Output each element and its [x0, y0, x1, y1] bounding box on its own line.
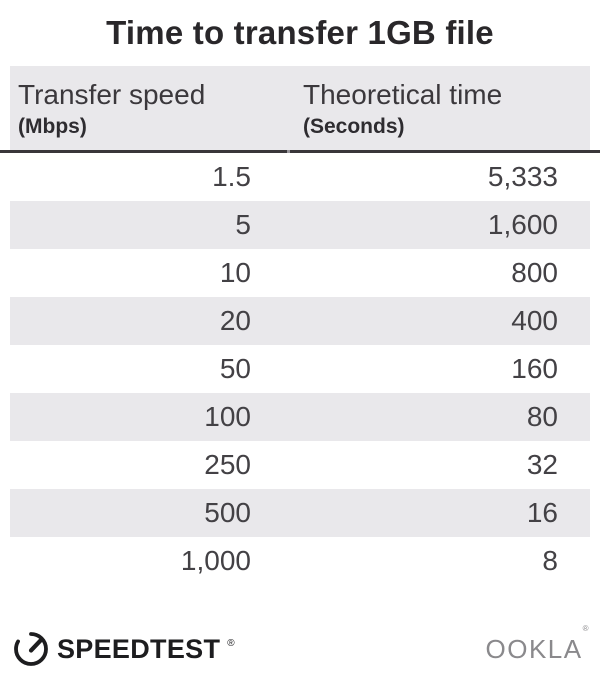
footer: SPEEDTEST ® OOKLA®	[0, 624, 600, 669]
table-body: 1.5 5,333 5 1,600 10 800 20 400 50 160 1…	[10, 153, 590, 585]
column-label: Theoretical time	[303, 79, 503, 110]
table-row: 1,000 8	[10, 537, 590, 585]
speed-cell: 100	[204, 401, 251, 432]
speed-cell: 5	[235, 209, 251, 240]
table-row: 1.5 5,333	[10, 153, 590, 201]
column-header-theoretical-time: Theoretical time (Seconds)	[287, 77, 590, 150]
column-label: Transfer speed	[18, 79, 206, 110]
table-row: 500 16	[10, 489, 590, 537]
time-cell: 160	[511, 353, 558, 384]
registered-mark: ®	[582, 623, 590, 633]
speed-cell: 20	[219, 305, 251, 336]
title-bar: Time to transfer 1GB file	[0, 0, 600, 66]
time-cell: 80	[526, 401, 558, 432]
speed-cell: 10	[219, 257, 251, 288]
speed-cell: 500	[204, 497, 251, 528]
header-divider	[0, 150, 600, 153]
table-row: 20 400	[10, 297, 590, 345]
page-title: Time to transfer 1GB file	[106, 14, 494, 51]
speed-cell: 1,000	[180, 545, 251, 576]
speed-cell: 1.5	[212, 161, 251, 192]
column-unit: (Mbps)	[18, 115, 87, 138]
time-cell: 16	[526, 497, 558, 528]
table-row: 100 80	[10, 393, 590, 441]
registered-mark: ®	[227, 637, 235, 649]
speedtest-wordmark: SPEEDTEST	[57, 633, 221, 664]
time-cell: 800	[511, 257, 558, 288]
speedtest-gauge-icon	[14, 632, 48, 666]
table-row: 250 32	[10, 441, 590, 489]
speed-cell: 250	[204, 449, 251, 480]
ookla-logo: OOKLA®	[485, 624, 591, 665]
ookla-wordmark: OOKLA	[485, 633, 583, 664]
table-row: 5 1,600	[10, 201, 590, 249]
table-header-row: Transfer speed (Mbps) Theoretical time (…	[10, 66, 590, 150]
table-row: 50 160	[10, 345, 590, 393]
table-row: 10 800	[10, 249, 590, 297]
time-cell: 5,333	[487, 161, 558, 192]
column-unit: (Seconds)	[303, 115, 405, 138]
time-cell: 32	[526, 449, 558, 480]
column-header-transfer-speed: Transfer speed (Mbps)	[10, 77, 287, 150]
time-cell: 400	[511, 305, 558, 336]
time-cell: 8	[542, 545, 558, 576]
speedtest-logo: SPEEDTEST ®	[12, 630, 235, 668]
speed-cell: 50	[219, 353, 251, 384]
time-cell: 1,600	[487, 209, 558, 240]
transfer-time-table: Transfer speed (Mbps) Theoretical time (…	[0, 66, 600, 585]
